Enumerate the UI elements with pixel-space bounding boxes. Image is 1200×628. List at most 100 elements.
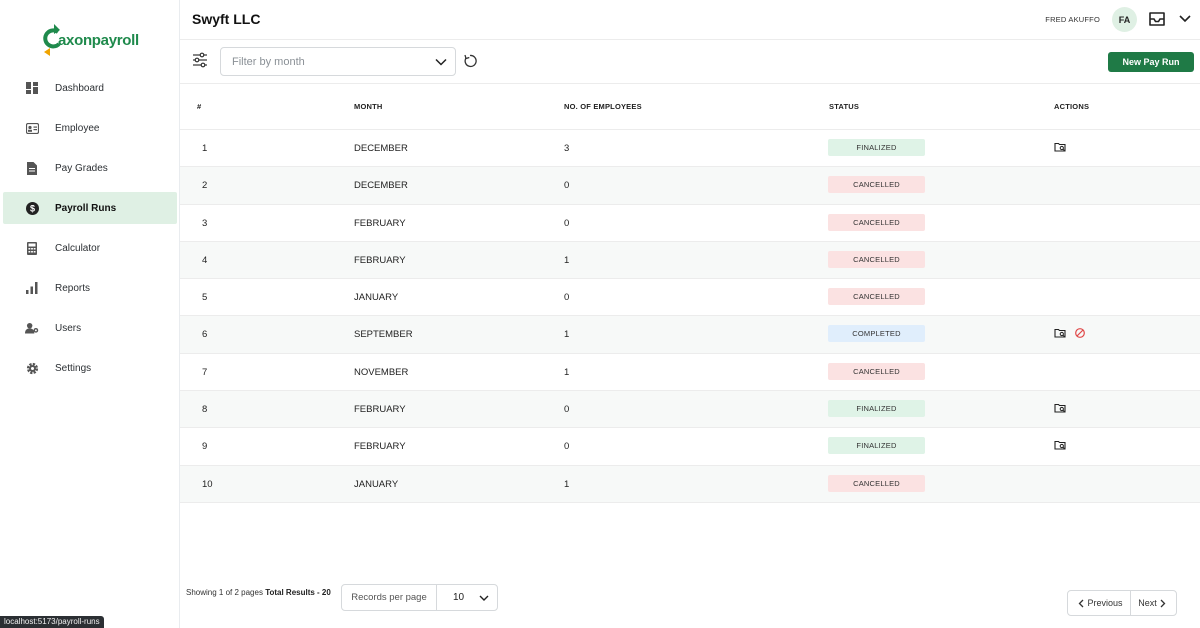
cell-number: 1 xyxy=(202,143,208,154)
sidebar-item-label: Reports xyxy=(55,282,91,294)
dollar-circle-icon: $ xyxy=(25,201,39,215)
cell-number: 6 xyxy=(202,329,208,341)
cell-employees: 1 xyxy=(564,329,570,341)
records-per-page-select[interactable]: 10 xyxy=(437,585,497,610)
cell-employees: 0 xyxy=(564,217,570,229)
cell-status: FINALIZED xyxy=(828,139,925,156)
cell-employees: 1 xyxy=(564,478,570,490)
cell-number: 10 xyxy=(202,478,213,490)
cell-actions xyxy=(1054,327,1086,339)
cell-status: CANCELLED xyxy=(828,362,925,380)
chevron-down-icon[interactable] xyxy=(1178,13,1192,25)
previous-page-button[interactable]: Previous xyxy=(1068,591,1131,615)
status-badge: CANCELLED xyxy=(828,250,925,268)
brand-logo[interactable]: axonpayroll xyxy=(40,20,139,60)
view-folder-icon[interactable] xyxy=(1054,327,1066,339)
user-name[interactable]: FRED AKUFFO xyxy=(1045,15,1100,24)
cell-employees: 0 xyxy=(564,441,570,453)
cell-status: CANCELLED xyxy=(828,176,925,194)
column-header-employees: NO. OF EMPLOYEES xyxy=(564,102,642,111)
status-badge: CANCELLED xyxy=(828,213,925,231)
records-per-page-label: Records per page xyxy=(342,585,437,610)
next-page-button[interactable]: Next xyxy=(1131,591,1176,615)
cell-status: FINALIZED xyxy=(828,437,925,455)
previous-label: Previous xyxy=(1087,598,1123,608)
records-per-page: Records per page 10 xyxy=(341,584,498,611)
table-row: 3 FEBRUARY 0 CANCELLED xyxy=(180,205,1200,242)
cell-actions xyxy=(1054,439,1066,451)
month-filter-placeholder: Filter by month xyxy=(232,55,305,68)
document-icon xyxy=(25,161,39,175)
brand-name: axonpayroll xyxy=(58,31,139,49)
cell-month: JANUARY xyxy=(354,478,399,490)
bar-chart-icon xyxy=(25,281,39,295)
sidebar-item-label: Payroll Runs xyxy=(55,202,117,214)
column-header-number: # xyxy=(197,102,202,111)
avatar[interactable]: FA xyxy=(1112,7,1137,32)
svg-text:$: $ xyxy=(29,203,34,213)
chevron-down-icon xyxy=(435,58,447,66)
table-header: # MONTH NO. OF EMPLOYEES STATUS ACTIONS xyxy=(180,84,1200,130)
sidebar-item-label: Pay Grades xyxy=(55,162,108,174)
cell-employees: 0 xyxy=(564,404,570,416)
cell-status: CANCELLED xyxy=(828,288,925,306)
cell-number: 4 xyxy=(202,254,208,266)
status-badge: COMPLETED xyxy=(828,325,925,343)
status-badge: CANCELLED xyxy=(828,362,925,380)
calculator-icon xyxy=(25,241,39,255)
table-row: 4 FEBRUARY 1 CANCELLED xyxy=(180,241,1200,280)
cancel-icon[interactable] xyxy=(1074,327,1086,339)
cell-month: SEPTEMBER xyxy=(354,329,413,341)
sidebar-item-label: Dashboard xyxy=(55,82,104,94)
sidebar-nav: Dashboard Employee Pay Grades $ Payroll … xyxy=(0,72,180,392)
table-row: 2 DECEMBER 0 CANCELLED xyxy=(180,167,1200,205)
cell-actions xyxy=(1054,141,1066,153)
cell-month: DECEMBER xyxy=(354,143,408,154)
cell-month: FEBRUARY xyxy=(354,254,406,266)
sidebar-item-reports[interactable]: Reports xyxy=(3,272,177,304)
refresh-icon[interactable] xyxy=(463,54,477,68)
month-filter-select[interactable]: Filter by month xyxy=(220,47,456,76)
sidebar-item-pay-grades[interactable]: Pay Grades xyxy=(3,152,177,184)
inbox-icon[interactable] xyxy=(1149,12,1165,26)
table-row: 1 DECEMBER 3 FINALIZED xyxy=(180,130,1200,168)
records-per-page-value: 10 xyxy=(453,592,465,603)
cell-employees: 1 xyxy=(564,366,570,378)
browser-status-url: localhost:5173/payroll-runs xyxy=(0,616,104,628)
sidebar-item-calculator[interactable]: Calculator xyxy=(3,232,177,264)
sidebar-item-dashboard[interactable]: Dashboard xyxy=(3,72,177,104)
sidebar-item-employee[interactable]: Employee xyxy=(3,112,177,144)
view-folder-icon[interactable] xyxy=(1054,141,1066,153)
cell-month: FEBRUARY xyxy=(354,217,406,229)
sidebar-item-label: Calculator xyxy=(55,242,101,254)
cell-month: FEBRUARY xyxy=(354,441,406,453)
view-folder-icon[interactable] xyxy=(1054,439,1066,451)
table-body: 1 DECEMBER 3 FINALIZED 2 DECEMBER 0 CANCELLED 3 F… xyxy=(180,130,1200,503)
cell-status: CANCELLED xyxy=(828,213,925,231)
gear-icon xyxy=(25,361,39,375)
sidebar-item-payroll-runs[interactable]: $ Payroll Runs xyxy=(3,192,177,224)
sidebar-item-label: Settings xyxy=(55,362,92,374)
cell-status: CANCELLED xyxy=(828,474,925,492)
cell-status: FINALIZED xyxy=(828,400,925,418)
cell-number: 7 xyxy=(202,366,208,378)
chevron-right-icon xyxy=(1160,599,1166,607)
cell-month: JANUARY xyxy=(354,292,399,304)
sidebar-item-label: Employee xyxy=(55,122,100,134)
table-row: 5 JANUARY 0 CANCELLED xyxy=(180,279,1200,317)
column-header-actions: ACTIONS xyxy=(1054,102,1090,111)
cell-month: NOVEMBER xyxy=(354,366,409,378)
cell-status: CANCELLED xyxy=(828,250,925,268)
sidebar-item-label: Users xyxy=(55,322,82,334)
cell-employees: 0 xyxy=(564,292,570,304)
sidebar-item-users[interactable]: Users xyxy=(3,312,177,344)
view-folder-icon[interactable] xyxy=(1054,402,1066,414)
logo-mark-icon xyxy=(43,24,61,56)
table-row: 7 NOVEMBER 1 CANCELLED xyxy=(180,354,1200,392)
id-card-icon xyxy=(25,121,39,135)
column-header-month: MONTH xyxy=(354,102,383,111)
new-pay-run-button[interactable]: New Pay Run xyxy=(1108,52,1194,72)
status-badge: CANCELLED xyxy=(828,176,925,194)
sliders-icon[interactable] xyxy=(192,52,208,68)
sidebar-item-settings[interactable]: Settings xyxy=(3,352,177,384)
